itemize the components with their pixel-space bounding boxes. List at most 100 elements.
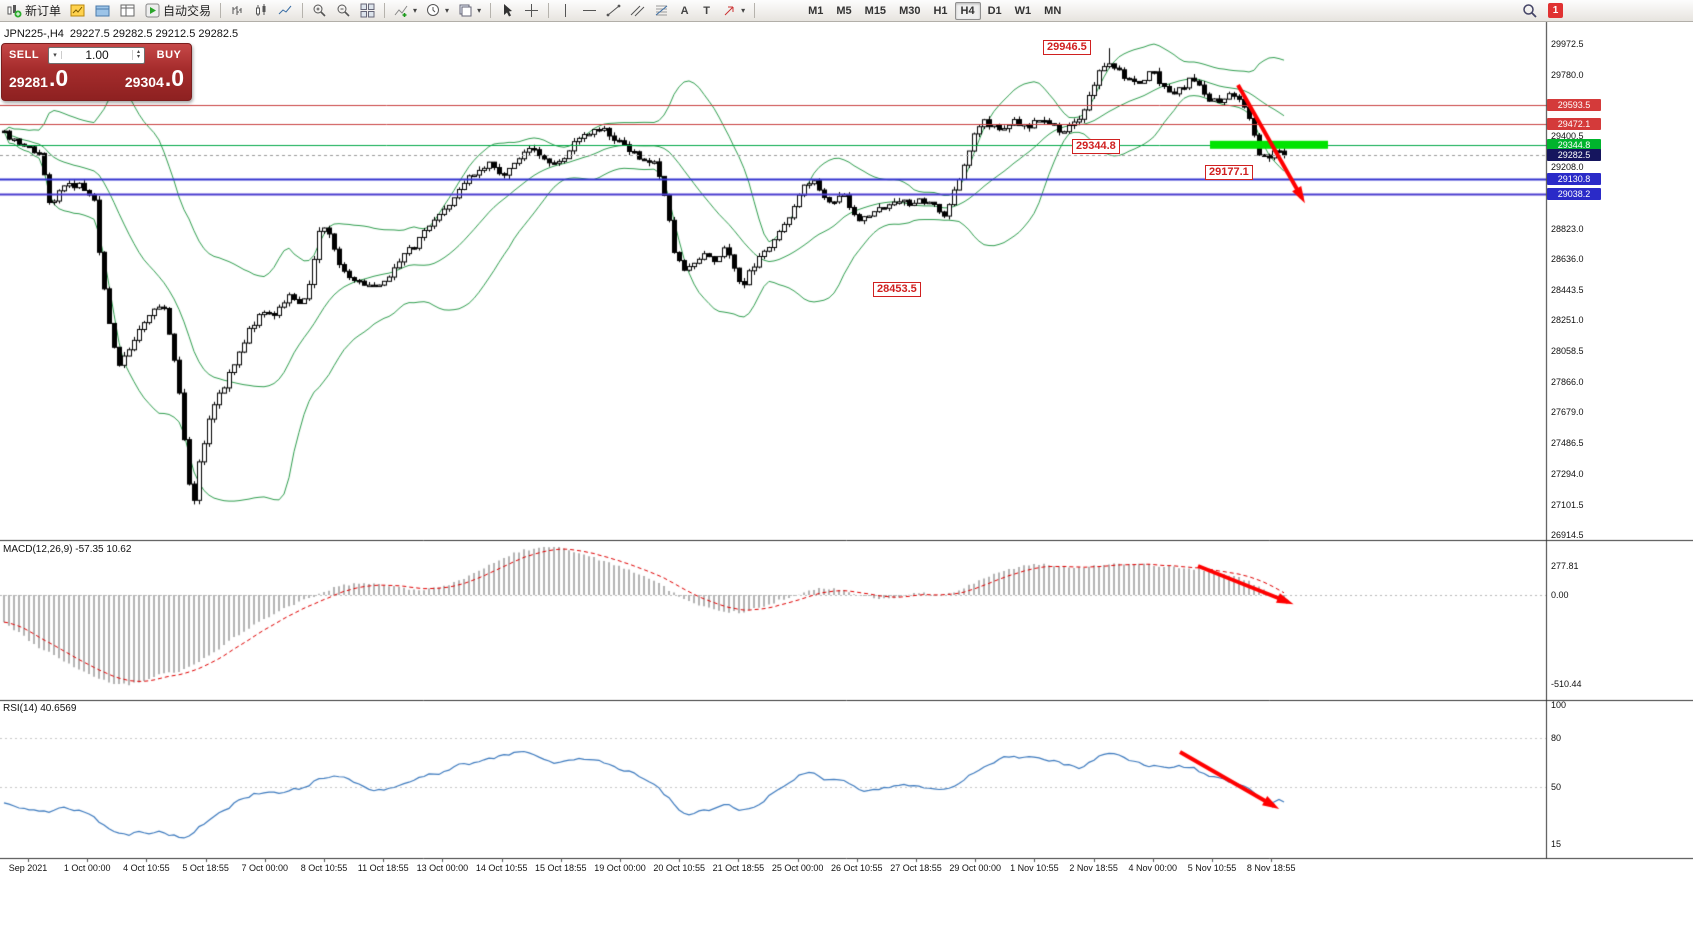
buy-price-int: 29304 (124, 73, 164, 90)
autotrading-button[interactable]: 自动交易 (141, 1, 215, 21)
dropdown-caret-icon: ▾ (477, 6, 482, 15)
sell-button[interactable]: SELL (8, 49, 40, 61)
rsi-axis-label: 80 (1551, 733, 1562, 743)
timeframe-h1-button[interactable]: H1 (933, 4, 948, 17)
fibonacci-button[interactable] (650, 1, 673, 21)
buy-price[interactable]: 29304.0 (124, 67, 184, 90)
arrow-tool-icon (724, 6, 734, 16)
chart-ohlc-values: 29227.5 29282.5 29212.5 29282.5 (69, 28, 239, 40)
new-order-button[interactable]: 新订单 (2, 1, 65, 21)
time-axis-label: 26 Oct 10:55 (831, 863, 883, 873)
time-axis-label: 29 Oct 00:00 (949, 863, 1001, 873)
price-callout[interactable]: 29344.8 (1072, 139, 1120, 154)
time-axis-label: Sep 2021 (8, 863, 48, 873)
label-tool-icon: T (703, 4, 710, 17)
crosshair-button[interactable] (520, 1, 543, 21)
toolbar-separator (302, 3, 304, 18)
vertical-line-icon (565, 4, 567, 17)
timeframe-m1-button[interactable]: M1 (808, 4, 824, 17)
text-tool-icon: A (680, 4, 689, 17)
price-axis-label: 27679.0 (1551, 407, 1584, 418)
spinner-down-icon[interactable]: ▾ (136, 54, 140, 60)
zoom-out-button[interactable] (332, 1, 355, 21)
zoom-in-button[interactable] (308, 1, 331, 21)
macd-axis-label: 277.81 (1551, 561, 1579, 571)
profiles-button[interactable] (91, 1, 115, 21)
volume-input[interactable]: ▾ 1.00 ▴ ▾ (48, 46, 145, 64)
rsi-axis-label: 15 (1551, 839, 1562, 849)
sell-price-frac: .0 (48, 65, 69, 91)
time-axis-label: 19 Oct 00:00 (594, 863, 646, 873)
rsi-indicator-label: RSI(14) 40.6569 (3, 703, 77, 714)
timeframe-d1-button[interactable]: D1 (987, 4, 1002, 17)
spinner-up-icon[interactable]: ▴ (136, 49, 140, 55)
autotrading-label: 自动交易 (163, 4, 212, 18)
time-axis-label: 27 Oct 18:55 (890, 863, 942, 873)
dropdown-caret-icon: ▾ (445, 6, 450, 15)
price-axis-label: 26914.5 (1551, 530, 1584, 540)
price-axis-label: 29400.5 (1551, 130, 1584, 141)
volume-value: 1.00 (85, 48, 109, 62)
tile-windows-button[interactable] (356, 1, 379, 21)
sell-price[interactable]: 29281.0 (9, 65, 69, 91)
volume-spinner[interactable]: ▴ ▾ (132, 49, 144, 60)
label-button[interactable]: T (696, 1, 717, 21)
vertical-line-button[interactable] (554, 1, 577, 21)
time-axis-label: 5 Oct 18:55 (182, 863, 229, 873)
timeframe-h4-button[interactable]: H4 (954, 1, 981, 20)
toolbar: 新订单 自动交易 (0, 0, 1693, 22)
candlestick-chart-button[interactable] (250, 1, 273, 21)
time-axis-label: 25 Oct 00:00 (771, 863, 824, 873)
autotrading-icon (145, 3, 160, 18)
time-axis-label: 14 Oct 10:55 (475, 863, 528, 873)
price-axis-label: 28251.0 (1551, 315, 1584, 326)
time-axis-label: 8 Oct 10:55 (300, 863, 348, 873)
horizontal-line-button[interactable] (578, 1, 601, 21)
toolbar-separator (220, 3, 222, 18)
price-axis-label: 27486.5 (1551, 438, 1584, 449)
arrows-button[interactable]: ▾ (718, 1, 749, 21)
cursor-button[interactable] (496, 1, 519, 21)
channel-icon (630, 5, 645, 17)
new-chart-button[interactable] (66, 1, 90, 21)
chart-canvas[interactable] (0, 22, 1693, 880)
price-axis-label: 29780.0 (1551, 69, 1584, 80)
indicators-icon (394, 5, 408, 17)
new-chart-icon (70, 4, 85, 17)
line-chart-button[interactable] (274, 1, 297, 21)
price-axis-label: 29472.1 (1547, 118, 1601, 131)
price-axis-label: 28058.5 (1551, 346, 1584, 357)
search-button[interactable] (1518, 1, 1541, 21)
tile-windows-icon (360, 3, 375, 18)
dropdown-caret-icon: ▾ (413, 6, 418, 15)
channel-button[interactable] (626, 1, 649, 21)
timeframe-m5-button[interactable]: M5 (836, 4, 852, 17)
price-axis-label: 27101.5 (1551, 499, 1584, 510)
indicators-button[interactable]: ▾ (390, 1, 421, 21)
timeframe-w1-button[interactable]: W1 (1014, 4, 1032, 17)
new-order-label: 新订单 (25, 4, 62, 18)
price-callout[interactable]: 29946.5 (1043, 40, 1091, 55)
price-callout[interactable]: 29177.1 (1205, 165, 1253, 180)
notification-badge[interactable]: 1 (1548, 3, 1563, 18)
trendline-button[interactable] (602, 1, 625, 21)
time-axis-label: 21 Oct 18:55 (712, 863, 765, 873)
market-watch-button[interactable] (116, 1, 140, 21)
periods-button[interactable]: ▾ (422, 1, 453, 21)
templates-button[interactable]: ▾ (454, 1, 485, 21)
volume-dropdown-icon[interactable]: ▾ (49, 51, 62, 59)
zoom-in-icon (313, 4, 326, 17)
text-button[interactable]: A (674, 1, 695, 21)
timeframe-mn-button[interactable]: MN (1044, 4, 1062, 17)
trendline-icon (606, 4, 621, 17)
buy-button[interactable]: BUY (156, 49, 182, 61)
timeframe-m30-button[interactable]: M30 (899, 4, 921, 17)
price-axis-label: 29208.0 (1551, 161, 1584, 172)
bar-chart-button[interactable] (226, 1, 249, 21)
timeframe-toolbar: M1 M5 M15 M30 H1 H4 D1 W1 MN (802, 1, 1067, 20)
rsi-axis-label: 100 (1551, 700, 1567, 710)
time-axis-label: 20 Oct 10:55 (653, 863, 705, 873)
timeframe-m15-button[interactable]: M15 (864, 4, 887, 17)
price-callout[interactable]: 28453.5 (873, 282, 921, 297)
